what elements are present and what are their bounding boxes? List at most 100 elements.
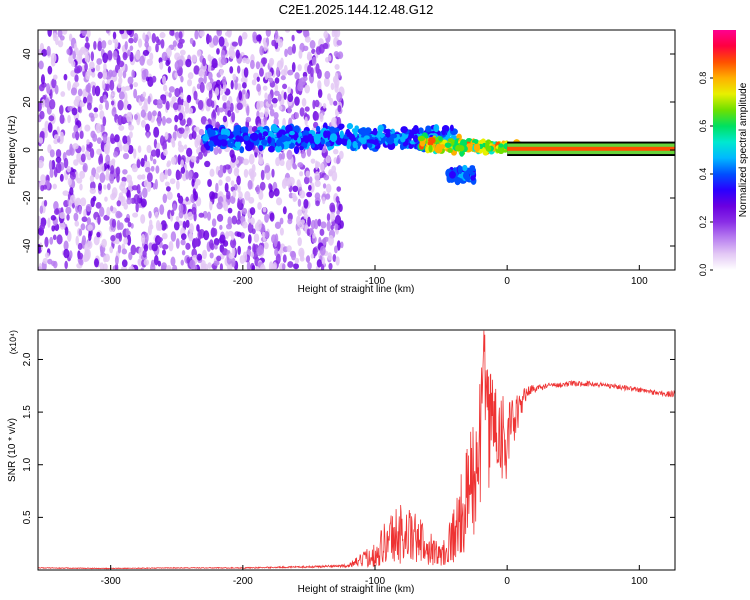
heatmap-cell: [160, 220, 167, 231]
heatmap-cell: [38, 262, 43, 270]
heatmap-cell: [170, 231, 177, 242]
heatmap-cell: [38, 137, 44, 144]
heatmap-cell: [105, 168, 110, 178]
y-tick-label: 1.0: [22, 457, 33, 471]
heatmap-cell: [255, 184, 261, 195]
heatmap-cell: [268, 57, 275, 66]
heatmap-cell: [185, 196, 189, 202]
heatmap-cell: [179, 49, 186, 56]
heatmap-cell: [269, 108, 275, 117]
heatmap-cell: [291, 193, 297, 199]
heatmap-cell: [324, 70, 331, 80]
heatmap-cell: [161, 262, 167, 270]
heatmap-cell: [75, 235, 79, 246]
heatmap-cell: [275, 253, 281, 265]
heatmap-cell: [189, 37, 194, 45]
heatmap-cell: [400, 136, 406, 143]
heatmap-cell: [171, 96, 177, 102]
heatmap-cell: [123, 237, 129, 245]
heatmap-cell: [220, 139, 228, 147]
heatmap-cell: [89, 187, 96, 195]
x-tick-label: -100: [365, 276, 385, 287]
heatmap-cell: [216, 138, 222, 147]
heatmap-cell: [130, 244, 137, 256]
heatmap-cell: [312, 232, 316, 239]
heatmap-cell: [230, 180, 235, 187]
heatmap-cell: [380, 137, 386, 144]
heatmap-cell: [105, 30, 110, 34]
heatmap-cell: [40, 174, 46, 183]
heatmap-cell: [122, 70, 127, 79]
heatmap-cell: [60, 91, 66, 97]
heatmap-cell: [152, 158, 157, 165]
heatmap-cell: [333, 100, 338, 106]
heatmap-cell: [172, 203, 177, 211]
heatmap-cell: [146, 132, 150, 139]
heatmap-cell: [84, 124, 91, 132]
heatmap-cell: [314, 171, 320, 183]
heatmap-cell: [133, 194, 140, 205]
heatmap-cell: [119, 144, 123, 152]
heatmap-cell: [157, 260, 162, 267]
heatmap-cell: [298, 49, 303, 59]
heatmap-cell: [46, 83, 51, 94]
heatmap-cell: [92, 195, 97, 202]
heatmap-cell: [275, 66, 280, 77]
colorbar-tick-label: 0.8: [698, 72, 708, 85]
heatmap-cell: [271, 39, 277, 47]
heatmap-cell: [126, 189, 131, 201]
heatmap-cell: [78, 259, 84, 266]
heatmap-cell: [80, 223, 86, 231]
heatmap-cell: [334, 64, 340, 70]
heatmap-cell: [71, 60, 76, 67]
heatmap-cell: [310, 253, 314, 259]
heatmap-cell: [159, 135, 165, 146]
heatmap-cell: [230, 153, 237, 163]
heatmap-cell: [216, 201, 223, 210]
heatmap-cell: [213, 260, 220, 266]
heatmap-cell: [186, 94, 192, 104]
heatmap-cell: [166, 162, 170, 168]
heatmap-cell: [264, 165, 271, 173]
heatmap-cell: [89, 147, 95, 159]
heatmap-cell: [121, 188, 128, 194]
heatmap-cell: [357, 128, 366, 135]
heatmap-cell: [336, 210, 340, 216]
heatmap-cell: [219, 68, 224, 76]
heatmap-cell: [328, 262, 333, 270]
snr-y-axis-label: SNR (10 * v/v): [7, 418, 18, 482]
heatmap-cell: [66, 48, 71, 55]
heatmap-cell: [103, 184, 107, 190]
heatmap-cell: [233, 126, 242, 133]
heatmap-cell: [109, 173, 115, 184]
heatmap-cell: [202, 57, 207, 67]
heatmap-cell: [281, 263, 286, 270]
snr-plot-area: [38, 330, 675, 570]
heatmap-cell: [39, 205, 44, 214]
heatmap-cell: [87, 92, 92, 101]
heatmap-cell: [117, 82, 122, 89]
x-tick-label: 0: [504, 276, 510, 287]
heatmap-cell: [294, 72, 300, 80]
heatmap-cell: [178, 98, 183, 106]
heatmap-cell: [117, 114, 124, 126]
heatmap-cell: [132, 212, 139, 218]
heatmap-cell: [203, 230, 210, 241]
heatmap-cell: [96, 148, 102, 155]
heatmap-cell: [81, 235, 87, 246]
heatmap-cell: [110, 193, 116, 201]
heatmap-cell: [263, 242, 269, 250]
heatmap-cell: [308, 176, 313, 184]
heatmap-cell: [232, 189, 237, 198]
heatmap-cell: [303, 176, 310, 185]
x-tick-label: -100: [365, 576, 385, 587]
heatmap-cell: [304, 106, 310, 112]
heatmap-cell: [178, 127, 185, 134]
heatmap-cell: [231, 257, 236, 268]
heatmap-cell: [160, 39, 165, 49]
heatmap-cell: [325, 183, 332, 193]
heatmap-cell: [75, 95, 81, 103]
heatmap-cell: [121, 259, 128, 268]
heatmap-cell: [86, 143, 92, 153]
heatmap-cell: [150, 165, 155, 172]
